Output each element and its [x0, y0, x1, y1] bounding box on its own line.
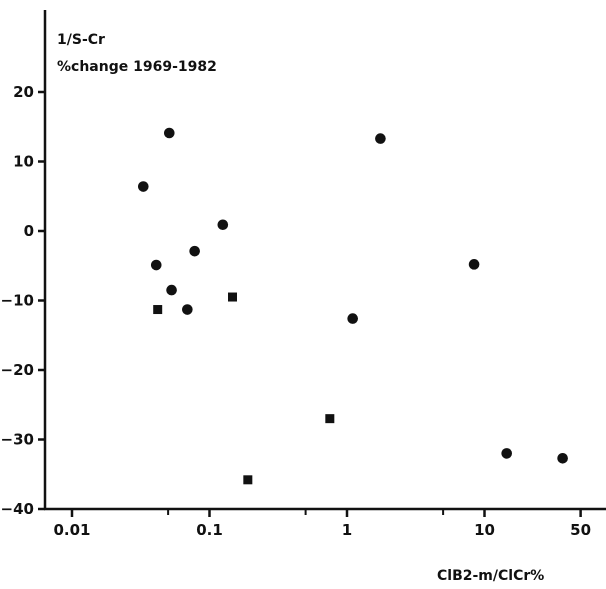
y-tick-label: −10: [1, 292, 34, 310]
data-point-circle: [217, 219, 229, 231]
data-point-square: [243, 475, 253, 485]
x-axis-label: ClB2-m/ClCr%: [437, 568, 544, 584]
x-tick-label: 50: [570, 521, 591, 539]
data-point-circle: [468, 259, 480, 270]
axes: [43, 10, 606, 511]
x-tick-label: 1: [342, 521, 352, 539]
y-tick-label: −20: [1, 361, 34, 379]
data-point-circle: [182, 304, 193, 315]
y-tick-label: 0: [24, 222, 34, 240]
data-point-circle: [347, 313, 358, 324]
x-tick-label: 0.1: [196, 521, 223, 539]
data-point-circle: [375, 133, 386, 144]
y-tick-label: 10: [13, 153, 34, 171]
data-point-square: [228, 292, 238, 302]
data-point-circle: [557, 452, 568, 464]
y-axis-label-line1: 1/S-Cr: [57, 32, 105, 48]
y-tick-label: −40: [1, 500, 34, 518]
data-point-square: [325, 414, 335, 424]
x-tick-label: 0.01: [53, 521, 90, 539]
data-point-circle: [163, 127, 175, 139]
data-point-circle: [137, 181, 149, 192]
data-point-circle: [501, 448, 512, 459]
x-ticks: 0.01 0.1 1 10 50: [53, 509, 591, 539]
data-point-circle: [189, 245, 200, 257]
data-points: [137, 127, 568, 485]
y-tick-label: −30: [1, 431, 34, 449]
data-point-circle: [166, 284, 177, 296]
y-ticks: 20 10 0 −10 −20 −30 −40: [1, 83, 45, 518]
y-tick-label: 20: [13, 83, 34, 101]
x-tick-label: 10: [474, 521, 495, 539]
data-point-square: [153, 305, 163, 315]
y-axis-label-line2: %change 1969-1982: [57, 59, 217, 75]
data-point-circle: [150, 259, 162, 271]
